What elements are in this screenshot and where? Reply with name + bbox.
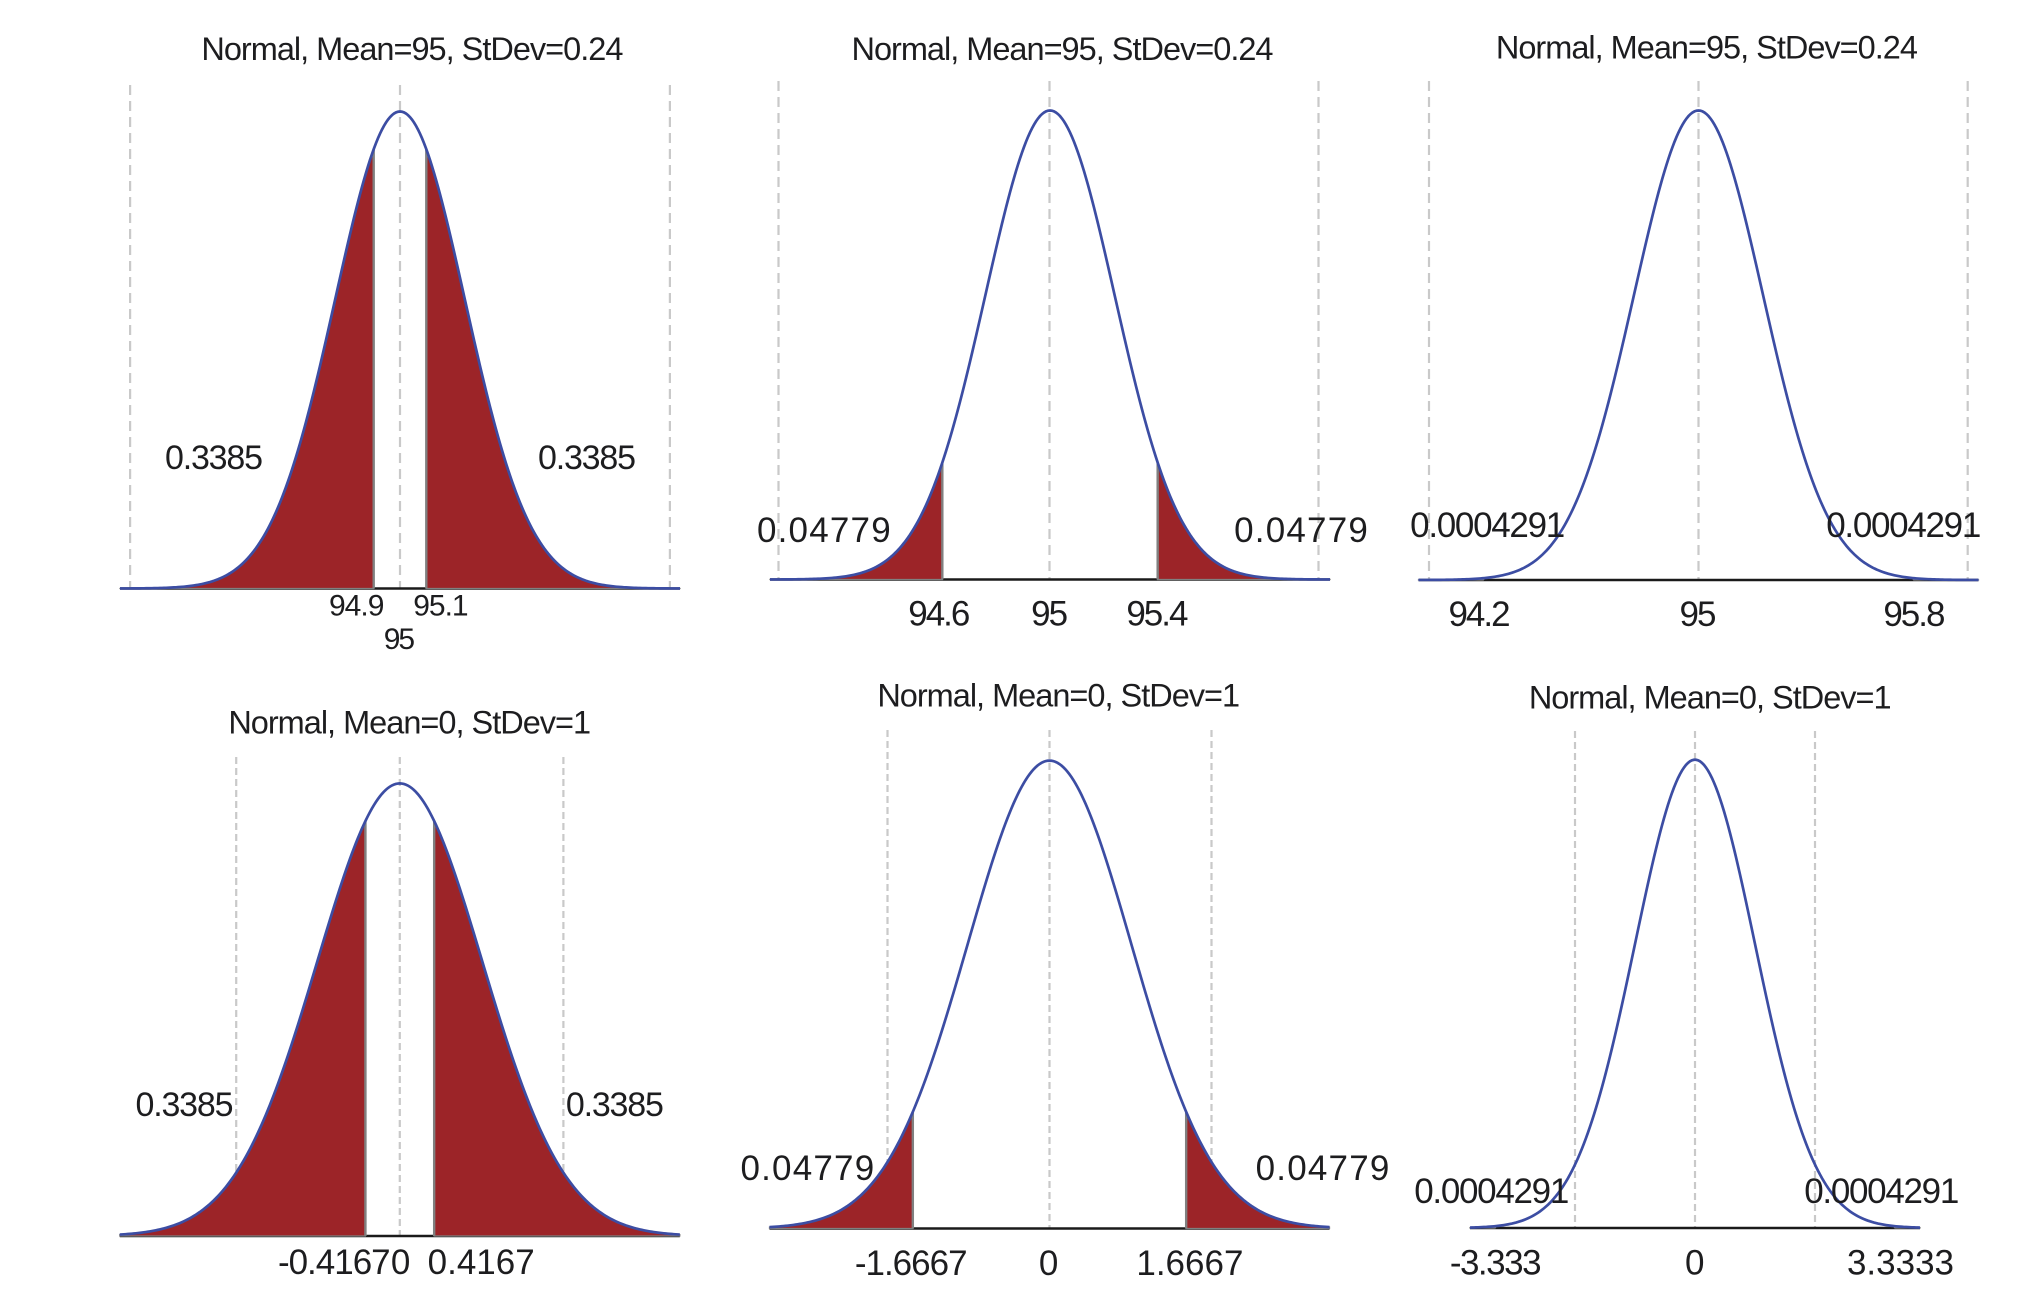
- svg-text:Normal, Mean=95, StDev=0.24: Normal, Mean=95, StDev=0.24: [201, 31, 623, 67]
- svg-text:95: 95: [1031, 595, 1066, 634]
- svg-text:0.0004291: 0.0004291: [1410, 506, 1564, 545]
- svg-text:95: 95: [384, 623, 415, 656]
- svg-text:0.04779: 0.04779: [757, 511, 892, 550]
- svg-text:0.4167: 0.4167: [428, 1243, 535, 1282]
- svg-text:0.0004291: 0.0004291: [1414, 1172, 1568, 1211]
- svg-text:-0.4167: -0.4167: [278, 1243, 390, 1282]
- svg-text:0.04779: 0.04779: [1256, 1149, 1391, 1188]
- svg-text:Normal, Mean=0, StDev=1: Normal, Mean=0, StDev=1: [877, 677, 1239, 713]
- svg-text:-3.333: -3.333: [1450, 1244, 1540, 1283]
- svg-text:3.3333: 3.3333: [1847, 1244, 1954, 1283]
- svg-text:95.1: 95.1: [413, 590, 468, 623]
- svg-text:95.8: 95.8: [1883, 595, 1944, 634]
- svg-text:0.04779: 0.04779: [740, 1149, 875, 1188]
- svg-text:Normal, Mean=0, StDev=1: Normal, Mean=0, StDev=1: [228, 704, 590, 740]
- svg-text:94.9: 94.9: [329, 590, 384, 623]
- svg-text:1.6667: 1.6667: [1136, 1244, 1243, 1283]
- svg-text:94.6: 94.6: [908, 595, 969, 634]
- svg-text:0.3385: 0.3385: [165, 439, 262, 477]
- svg-text:0: 0: [1685, 1244, 1704, 1283]
- svg-text:0: 0: [391, 1243, 410, 1282]
- svg-text:0.3385: 0.3385: [136, 1086, 233, 1124]
- svg-text:0.04779: 0.04779: [1234, 511, 1369, 550]
- svg-text:0.0004291: 0.0004291: [1804, 1172, 1958, 1211]
- svg-text:-1.6667: -1.6667: [855, 1244, 967, 1283]
- svg-text:Normal, Mean=0, StDev=1: Normal, Mean=0, StDev=1: [1529, 679, 1891, 715]
- svg-text:94.2: 94.2: [1448, 595, 1509, 634]
- svg-text:Normal, Mean=95, StDev=0.24: Normal, Mean=95, StDev=0.24: [851, 31, 1273, 67]
- svg-text:95: 95: [1680, 595, 1715, 634]
- svg-text:0.3385: 0.3385: [538, 439, 635, 477]
- svg-text:0: 0: [1039, 1244, 1058, 1283]
- svg-text:0.3385: 0.3385: [566, 1086, 663, 1124]
- svg-text:95.4: 95.4: [1126, 595, 1188, 634]
- svg-text:0.0004291: 0.0004291: [1826, 506, 1980, 545]
- svg-text:Normal, Mean=95, StDev=0.24: Normal, Mean=95, StDev=0.24: [1496, 30, 1918, 66]
